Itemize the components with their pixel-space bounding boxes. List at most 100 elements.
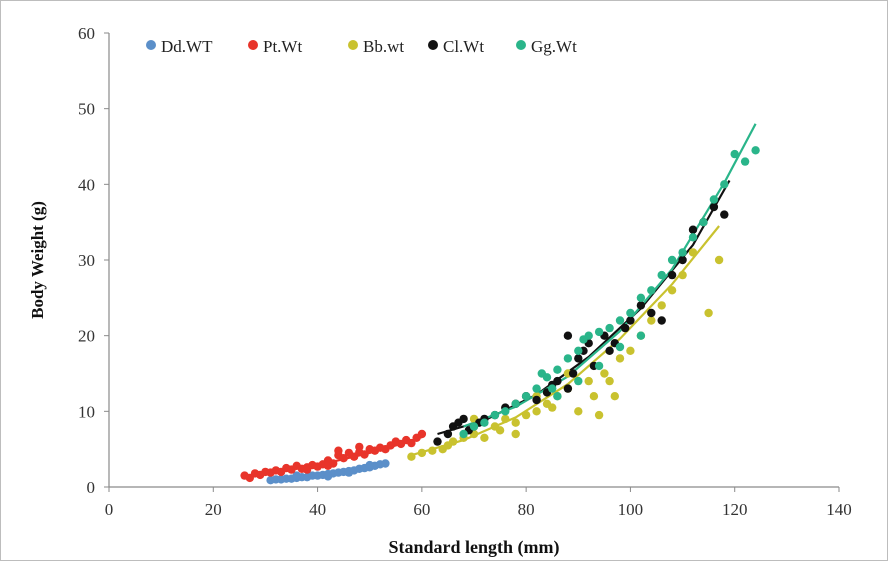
y-tick-label: 10 [78, 402, 95, 421]
data-point-gg-wt [469, 422, 479, 431]
data-point-bb-wt [448, 437, 458, 446]
data-point-cl-wt [709, 202, 719, 212]
data-point-pt-wt [417, 429, 427, 439]
data-point-gg-wt [594, 327, 604, 337]
legend-label-dd-wt: Dd.WT [161, 37, 213, 56]
axes: 0 20 40 60 80 100 120 140 0 10 20 30 40 50 60 [78, 24, 852, 519]
y-tick-label: 20 [78, 327, 95, 346]
data-point-gg-wt [615, 316, 625, 325]
legend-label-gg-wt: Gg.Wt [531, 37, 577, 56]
data-point-bb-wt [667, 286, 677, 295]
data-point-cl-wt [688, 225, 698, 234]
data-point-bb-wt [657, 301, 666, 310]
legend-marker-gg-wt [516, 40, 526, 50]
data-point-gg-wt [521, 392, 531, 401]
x-ticks: 0 20 40 60 80 100 120 140 [105, 487, 852, 519]
legend-label-cl-wt: Cl.Wt [443, 37, 484, 56]
data-point-pt-wt [334, 446, 343, 455]
data-point-gg-wt [615, 342, 625, 352]
data-point-gg-wt [730, 149, 739, 159]
data-point-gg-wt [699, 218, 708, 227]
data-point-bb-wt [480, 433, 489, 442]
data-point-gg-wt [574, 346, 583, 355]
legend-marker-dd-wt [146, 40, 156, 50]
data-point-gg-wt [574, 376, 583, 386]
data-point-cl-wt [443, 429, 453, 439]
data-point-pt-wt [339, 454, 348, 463]
y-tick-label: 30 [78, 251, 95, 270]
y-axis-label: Body Weight (g) [28, 201, 47, 319]
data-point-cl-wt [459, 414, 468, 424]
y-tick-label: 40 [78, 175, 95, 194]
data-point-gg-wt [553, 365, 562, 374]
data-point-gg-wt [480, 418, 489, 427]
data-point-bb-wt [610, 392, 619, 401]
data-point-bb-wt [647, 316, 656, 325]
data-point-gg-wt [553, 392, 562, 401]
data-point-gg-wt [459, 429, 468, 439]
data-point-cl-wt [636, 301, 646, 310]
data-point-cl-wt [532, 395, 541, 405]
data-point-gg-wt [636, 293, 646, 302]
x-tick-label: 80 [518, 500, 535, 519]
data-point-bb-wt [589, 392, 599, 401]
legend: Dd.WT Pt.Wt Bb.wt Cl.Wt Gg.Wt [146, 37, 577, 56]
data-point-cl-wt [621, 323, 630, 333]
data-point-pt-wt [360, 450, 369, 459]
data-point-bb-wt [600, 369, 609, 378]
data-point-dd-wt [381, 459, 390, 468]
data-point-gg-wt [605, 323, 614, 333]
data-points [240, 146, 760, 485]
data-point-bb-wt [428, 446, 437, 455]
x-tick-label: 100 [618, 500, 644, 519]
data-point-cl-wt [574, 354, 583, 363]
data-point-cl-wt [563, 331, 573, 340]
y-tick-label: 0 [87, 478, 96, 497]
data-point-cl-wt [433, 437, 442, 446]
data-point-bb-wt [688, 248, 698, 257]
data-point-bb-wt [704, 308, 713, 318]
data-point-bb-wt [521, 410, 531, 420]
legend-marker-cl-wt [428, 40, 438, 50]
data-point-cl-wt [647, 308, 656, 318]
data-point-gg-wt [636, 331, 646, 340]
data-point-bb-wt [626, 346, 635, 355]
data-point-bb-wt [407, 452, 416, 461]
data-point-gg-wt [688, 233, 698, 242]
data-point-gg-wt [548, 384, 557, 393]
data-point-bb-wt [532, 407, 541, 416]
data-point-bb-wt [605, 376, 614, 386]
data-point-bb-wt [615, 354, 625, 363]
legend-label-bb-wt: Bb.wt [363, 37, 404, 56]
data-point-cl-wt [568, 369, 578, 378]
data-point-bb-wt [495, 426, 505, 435]
x-tick-label: 60 [413, 500, 430, 519]
data-point-gg-wt [740, 157, 750, 166]
data-point-pt-wt [355, 442, 364, 452]
data-point-bb-wt [714, 255, 724, 265]
x-tick-label: 0 [105, 500, 114, 519]
data-point-pt-wt [407, 438, 416, 448]
data-point-pt-wt [323, 461, 333, 470]
data-point-dd-wt [344, 468, 354, 477]
legend-marker-pt-wt [248, 40, 258, 50]
data-point-cl-wt [720, 210, 729, 219]
data-point-gg-wt [647, 286, 656, 295]
x-tick-label: 40 [309, 500, 326, 519]
data-point-bb-wt [548, 403, 557, 412]
data-point-gg-wt [709, 195, 719, 204]
legend-label-pt-wt: Pt.Wt [263, 37, 302, 56]
legend-marker-bb-wt [348, 40, 358, 50]
data-point-gg-wt [678, 248, 687, 257]
data-point-gg-wt [751, 146, 760, 155]
data-point-bb-wt [511, 418, 520, 427]
data-point-bb-wt [584, 376, 593, 386]
trend-line-cl-wt [437, 179, 731, 436]
data-point-bb-wt [678, 270, 687, 280]
data-point-gg-wt [532, 384, 541, 393]
data-point-bb-wt [511, 429, 520, 439]
data-point-gg-wt [667, 255, 677, 265]
data-point-dd-wt [365, 460, 374, 470]
